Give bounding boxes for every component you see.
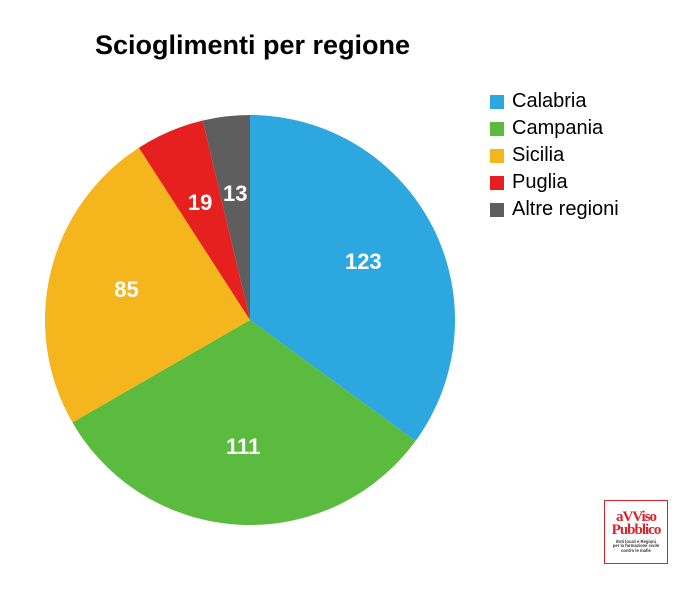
legend-label: Campania: [512, 117, 603, 140]
legend-item: Altre regioni: [490, 198, 619, 221]
legend-label: Calabria: [512, 90, 586, 113]
legend-item: Campania: [490, 117, 619, 140]
legend-swatch: [490, 176, 504, 190]
legend-item: Calabria: [490, 90, 619, 113]
legend-swatch: [490, 149, 504, 163]
legend-label: Altre regioni: [512, 198, 619, 221]
legend-swatch: [490, 122, 504, 136]
brand-logo: aVViso Pubblico Enti locali e Regioni pe…: [604, 500, 668, 564]
legend-swatch: [490, 203, 504, 217]
legend-label: Sicilia: [512, 144, 564, 167]
legend: Calabria Campania Sicilia Puglia Altre regio…: [490, 90, 619, 225]
logo-line2: Pubblico: [612, 524, 661, 538]
chart-title: Scioglimenti per regione: [95, 30, 410, 61]
legend-item: Sicilia: [490, 144, 619, 167]
logo-tagline: Enti locali e Regioni per la formazione …: [613, 540, 659, 553]
legend-swatch: [490, 95, 504, 109]
pie-chart: 123111851913: [30, 100, 470, 540]
pie-svg: [30, 100, 470, 540]
legend-label: Puglia: [512, 171, 568, 194]
legend-item: Puglia: [490, 171, 619, 194]
